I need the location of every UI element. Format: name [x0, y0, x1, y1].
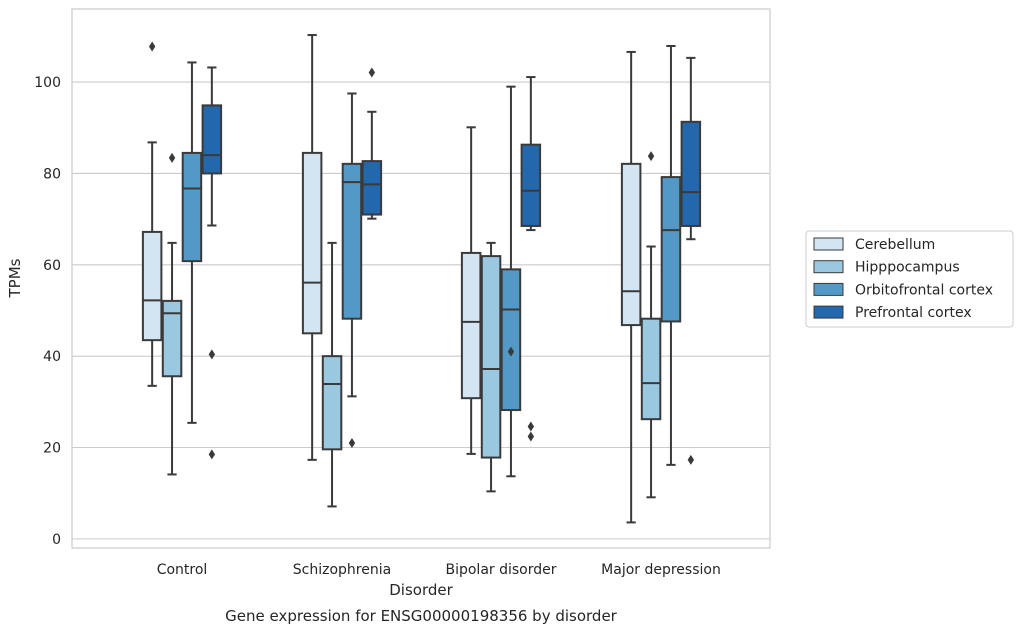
legend-entries: Cerebellum Hipppocampus Orbitofrontal cort…	[813, 237, 993, 321]
box-body	[480, 255, 502, 459]
box-0-3	[620, 50, 642, 524]
legend-label: Prefrontal cortex	[855, 305, 972, 321]
legend: Cerebellum Hipppocampus Orbitofrontal cort…	[805, 230, 1014, 328]
y-tick-label: 0	[52, 532, 61, 548]
box-body	[181, 151, 203, 263]
outlier-point	[647, 151, 655, 162]
x-tick-label: Bipolar disorder	[445, 562, 556, 578]
box-body	[361, 160, 383, 216]
box-3-2	[520, 76, 542, 442]
legend-swatch	[813, 260, 844, 274]
box-3-3	[680, 56, 702, 465]
outlier-point	[368, 67, 376, 78]
outlier-point	[527, 421, 535, 432]
box-0-1	[301, 34, 323, 461]
box-0-2	[460, 126, 482, 455]
x-tick-label: Schizophrenia	[293, 562, 391, 578]
box-2-1	[341, 92, 363, 448]
legend-label: Cerebellum	[855, 237, 935, 253]
box-1-0	[161, 152, 183, 476]
legend-swatch	[813, 305, 844, 319]
y-tick-label: 40	[43, 349, 61, 365]
outlier-point	[208, 449, 216, 460]
outlier-point	[208, 349, 216, 360]
box-3-1	[361, 67, 383, 220]
box-body	[141, 230, 163, 342]
x-axis-label: Disorder	[389, 581, 453, 599]
plot-frame	[71, 8, 771, 549]
y-tick-label: 60	[43, 258, 61, 274]
box-body	[341, 162, 363, 320]
x-tick-label: Major depression	[601, 562, 721, 578]
legend-label: Hipppocampus	[855, 260, 960, 276]
box-1-2	[480, 241, 502, 493]
legend-swatch	[813, 237, 844, 251]
box-body	[201, 104, 223, 175]
outlier-point	[507, 346, 515, 357]
x-tick-label: Control	[157, 562, 208, 578]
box-body	[321, 355, 343, 451]
y-tick-label: 80	[43, 166, 61, 182]
box-body	[620, 162, 642, 327]
box-0-0	[141, 41, 163, 387]
box-3-0	[201, 66, 223, 460]
box-2-0	[181, 61, 203, 424]
box-body	[640, 317, 662, 421]
y-axis-label: TPMs	[6, 258, 24, 298]
figure-caption: Gene expression for ENSG00000198356 by d…	[225, 607, 617, 625]
box-body	[500, 268, 522, 412]
outlier-point	[348, 437, 356, 448]
box-2-3	[660, 44, 682, 466]
box-body	[301, 151, 323, 335]
box-body	[520, 143, 542, 227]
box-2-2	[500, 85, 522, 478]
y-tick-label: 100	[34, 75, 61, 91]
outlier-point	[148, 41, 156, 52]
outlier-point	[687, 454, 695, 465]
outlier-point	[527, 431, 535, 442]
legend-frame	[805, 230, 1014, 328]
boxes	[141, 34, 702, 524]
box-1-3	[640, 151, 662, 499]
box-body	[460, 251, 482, 400]
box-body	[680, 120, 702, 227]
box-body	[660, 176, 682, 323]
legend-swatch	[813, 282, 844, 296]
legend-label: Orbitofrontal cortex	[855, 282, 993, 298]
box-1-1	[321, 241, 343, 508]
box-body	[161, 299, 183, 378]
y-tick-label: 20	[43, 441, 61, 457]
tick-labels: 0 20 40 60 80 100 Control Schizophrenia Bipolar …	[34, 75, 721, 578]
outlier-point	[168, 152, 176, 163]
